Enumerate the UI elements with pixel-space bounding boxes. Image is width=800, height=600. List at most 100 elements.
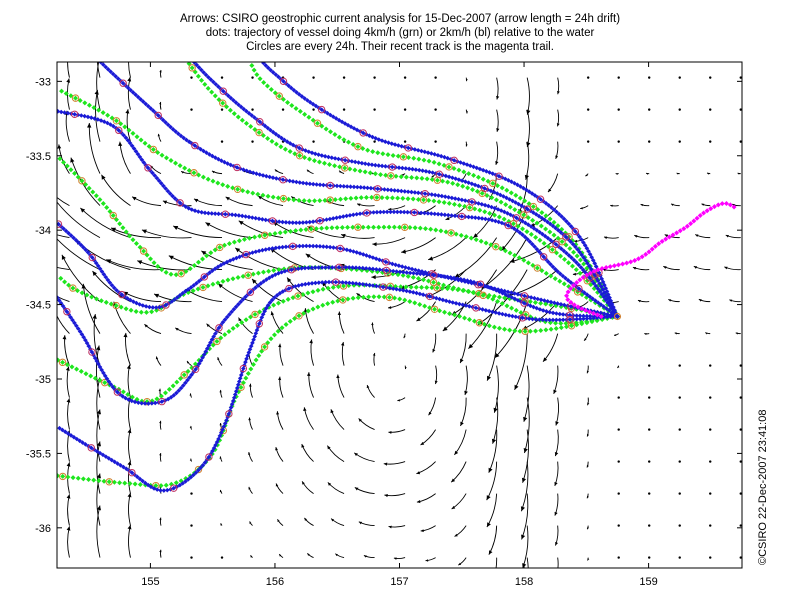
trajectory-dot [362,169,368,175]
trajectory-dot [313,226,319,232]
trajectory-dot [127,140,133,146]
daily-circle [88,253,96,262]
trajectory-dot [251,67,257,73]
arrow-head [252,278,257,284]
current-arrow [648,108,651,111]
trajectory-dot [308,226,314,232]
current-arrow [678,492,681,495]
arrow-head [275,483,279,487]
arrow-head [585,174,588,177]
trajectory-dot [515,182,520,188]
current-arrow [465,77,468,82]
trajectory-dot [317,244,323,249]
arrow-head [428,411,432,416]
trajectory-dot [113,118,119,124]
trajectory-dot [357,281,362,287]
trajectory-dot [559,214,564,219]
trajectory-dot [307,243,313,249]
trajectory-dot [236,102,241,108]
trajectory-dot [595,286,601,291]
current-arrow [416,461,436,475]
arrow-shaft [523,365,530,422]
daily-circle [536,195,545,203]
arrow-shaft [514,333,528,391]
trajectory-dot [513,192,519,198]
trajectory-dot [319,280,325,285]
trajectory-dot [607,264,613,270]
trajectory-dot [137,481,143,487]
trajectory-dot [681,226,687,232]
trajectory-dot [513,307,519,313]
daily-circle [341,164,349,172]
trajectory-dot [209,89,215,95]
trajectory-dot [471,318,477,324]
arrow-dot [220,76,224,79]
arrow-head [173,225,179,230]
arrow-head [159,69,162,73]
trajectory-dot [451,201,457,207]
trajectory-dot [183,479,188,484]
trajectory-dot [422,149,428,155]
trajectory-dot [558,325,564,331]
trajectory-dot [327,197,333,203]
arrow-head [66,78,71,83]
arrow-head [358,521,363,525]
trajectory-dot [348,195,354,201]
arrow-head [693,266,698,269]
trajectory-dot [267,174,272,180]
daily-circle [233,163,241,172]
trajectory-dot [538,223,544,229]
current-arrow [693,265,711,271]
arrow-head [363,555,367,558]
current-arrow [159,517,162,526]
current-arrow [678,140,681,143]
arrow-head [302,481,305,485]
trajectory-dot [446,174,452,180]
trajectory-dot [548,237,553,243]
trajectory-dot [355,224,361,230]
arrow-head [523,593,527,598]
trajectory-dot [522,198,528,204]
trajectory-dot [215,84,221,89]
arrow-head [587,526,590,530]
current-arrow [603,236,619,240]
trajectory-dot [92,375,98,381]
current-arrow [495,557,498,568]
trajectory-dot [185,287,191,292]
trajectory-dot [434,295,439,301]
trajectory-dot [271,332,277,338]
arrow-head [695,234,699,238]
arrow-head [157,133,160,137]
trajectory-dot [260,269,266,275]
trajectory-dot [60,359,66,365]
trajectory-dot [253,357,259,363]
current-arrow [678,524,681,527]
current-arrow [442,301,467,332]
arrow-shaft [80,207,131,239]
trajectory-dot [117,480,123,486]
trajectory-dot [183,380,188,386]
arrow-head [372,352,376,356]
trajectory-dot [521,185,526,191]
trajectory-dot [239,320,245,326]
trajectory-dot [270,194,276,200]
trajectory-dot [213,331,218,336]
arrow-shaft [554,429,559,457]
trajectory-dot [357,168,363,174]
arrow-head [220,523,223,526]
current-arrow [358,418,375,431]
arrow-dot [648,524,651,527]
trajectory-dot [370,134,375,140]
trajectory-dot [534,265,540,271]
trajectory-dot [371,294,377,300]
trajectory-dot [458,160,463,165]
y-tick-label: -34.5 [26,300,51,312]
current-arrow [275,483,284,494]
trajectory-dot [443,173,449,179]
trajectory-dot [611,304,616,310]
y-tick-label: -35 [35,374,51,386]
trajectory-dot [526,316,532,322]
current-arrow [735,332,741,335]
trajectory-dot [606,308,612,313]
daily-circle [539,253,548,261]
